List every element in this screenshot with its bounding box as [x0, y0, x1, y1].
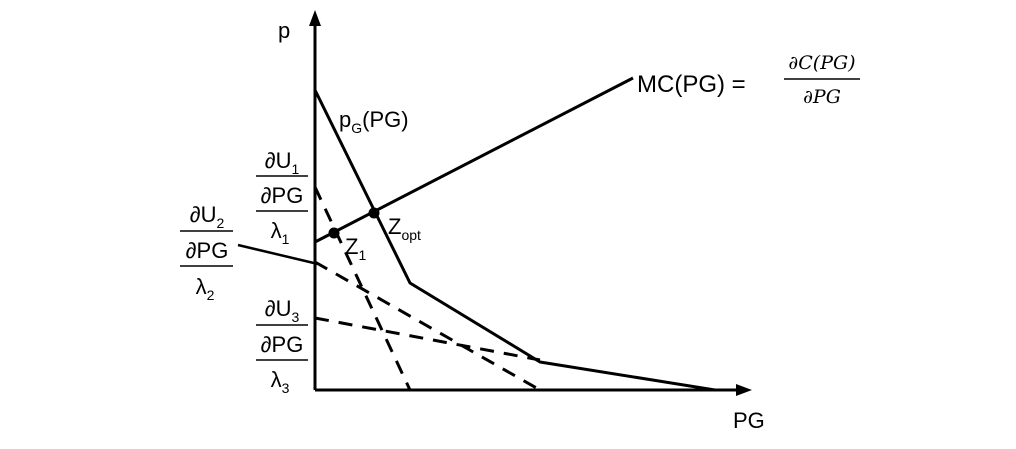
fraction-3-num-base: ∂U — [265, 296, 292, 321]
fraction-2-den-subscript: 2 — [207, 287, 215, 303]
fraction-2-numerator: ∂U2 — [190, 202, 225, 231]
fraction-1-num-subscript: 1 — [291, 161, 299, 177]
mc-label: MC(PG) = ∂C(PG) ∂PG — [637, 52, 860, 108]
z1-subscript: 1 — [358, 247, 366, 263]
marginal-utility-fraction-1: ∂U1 ∂PG λ1 — [256, 148, 308, 247]
marginal-cost-curve — [314, 76, 634, 244]
fraction-1-denominator: λ1 — [271, 218, 290, 247]
fraction-2-den-base: λ — [196, 274, 207, 299]
fraction-3-denominator: λ3 — [271, 367, 290, 396]
aggregate-demand-label: pG(PG) — [339, 107, 409, 136]
fraction-2-num-subscript: 2 — [216, 215, 224, 231]
axes: p PG — [278, 10, 765, 433]
aggregate-demand-curve — [313, 89, 716, 392]
y-axis-arrow — [309, 10, 321, 26]
x-axis-label: PG — [733, 408, 765, 433]
x-axis-arrow — [736, 384, 752, 396]
demand-label-suffix: (PG) — [362, 107, 408, 132]
fraction-1-middle: ∂PG — [261, 183, 304, 208]
z1-base: Z — [345, 234, 358, 259]
mc-label-prefix: MC(PG) = — [637, 71, 746, 98]
demand-label-p: p — [339, 107, 351, 132]
mc-fraction-numerator: ∂C(PG) — [788, 52, 855, 74]
fraction-2-num-base: ∂U — [190, 202, 217, 227]
z-opt-point — [368, 207, 380, 219]
marginal-utility-fraction-2: ∂U2 ∂PG λ2 — [180, 202, 233, 303]
fraction-2-middle: ∂PG — [186, 238, 229, 263]
mc-fraction-denominator: ∂PG — [803, 86, 841, 108]
demand-label-subscript: G — [351, 120, 362, 136]
fraction-1-numerator: ∂U1 — [265, 148, 300, 177]
z-opt-label: Zopt — [388, 214, 421, 243]
marginal-utility-fraction-3: ∂U3 ∂PG λ3 — [256, 296, 308, 396]
fraction-3-middle: ∂PG — [261, 332, 304, 357]
fraction-3-numerator: ∂U3 — [265, 296, 300, 325]
z1-point — [328, 227, 340, 239]
fraction-2-denominator: λ2 — [196, 274, 215, 303]
fraction-3-den-subscript: 3 — [282, 380, 290, 396]
fraction-1-den-base: λ — [271, 218, 282, 243]
fraction-1-den-subscript: 1 — [282, 231, 290, 247]
fraction-3-num-subscript: 3 — [291, 309, 299, 325]
individual-demand-curves — [313, 186, 541, 392]
demand-curve-1 — [313, 186, 412, 391]
fraction-3-den-base: λ — [271, 367, 282, 392]
y-axis-label: p — [278, 18, 290, 43]
z-opt-base: Z — [388, 214, 401, 239]
z1-label: Z1 — [345, 234, 366, 263]
fraction-2-leader-line — [237, 243, 319, 266]
fraction-1-num-base: ∂U — [265, 148, 292, 173]
z-opt-subscript: opt — [401, 227, 421, 243]
demand-curve-2 — [314, 260, 541, 392]
